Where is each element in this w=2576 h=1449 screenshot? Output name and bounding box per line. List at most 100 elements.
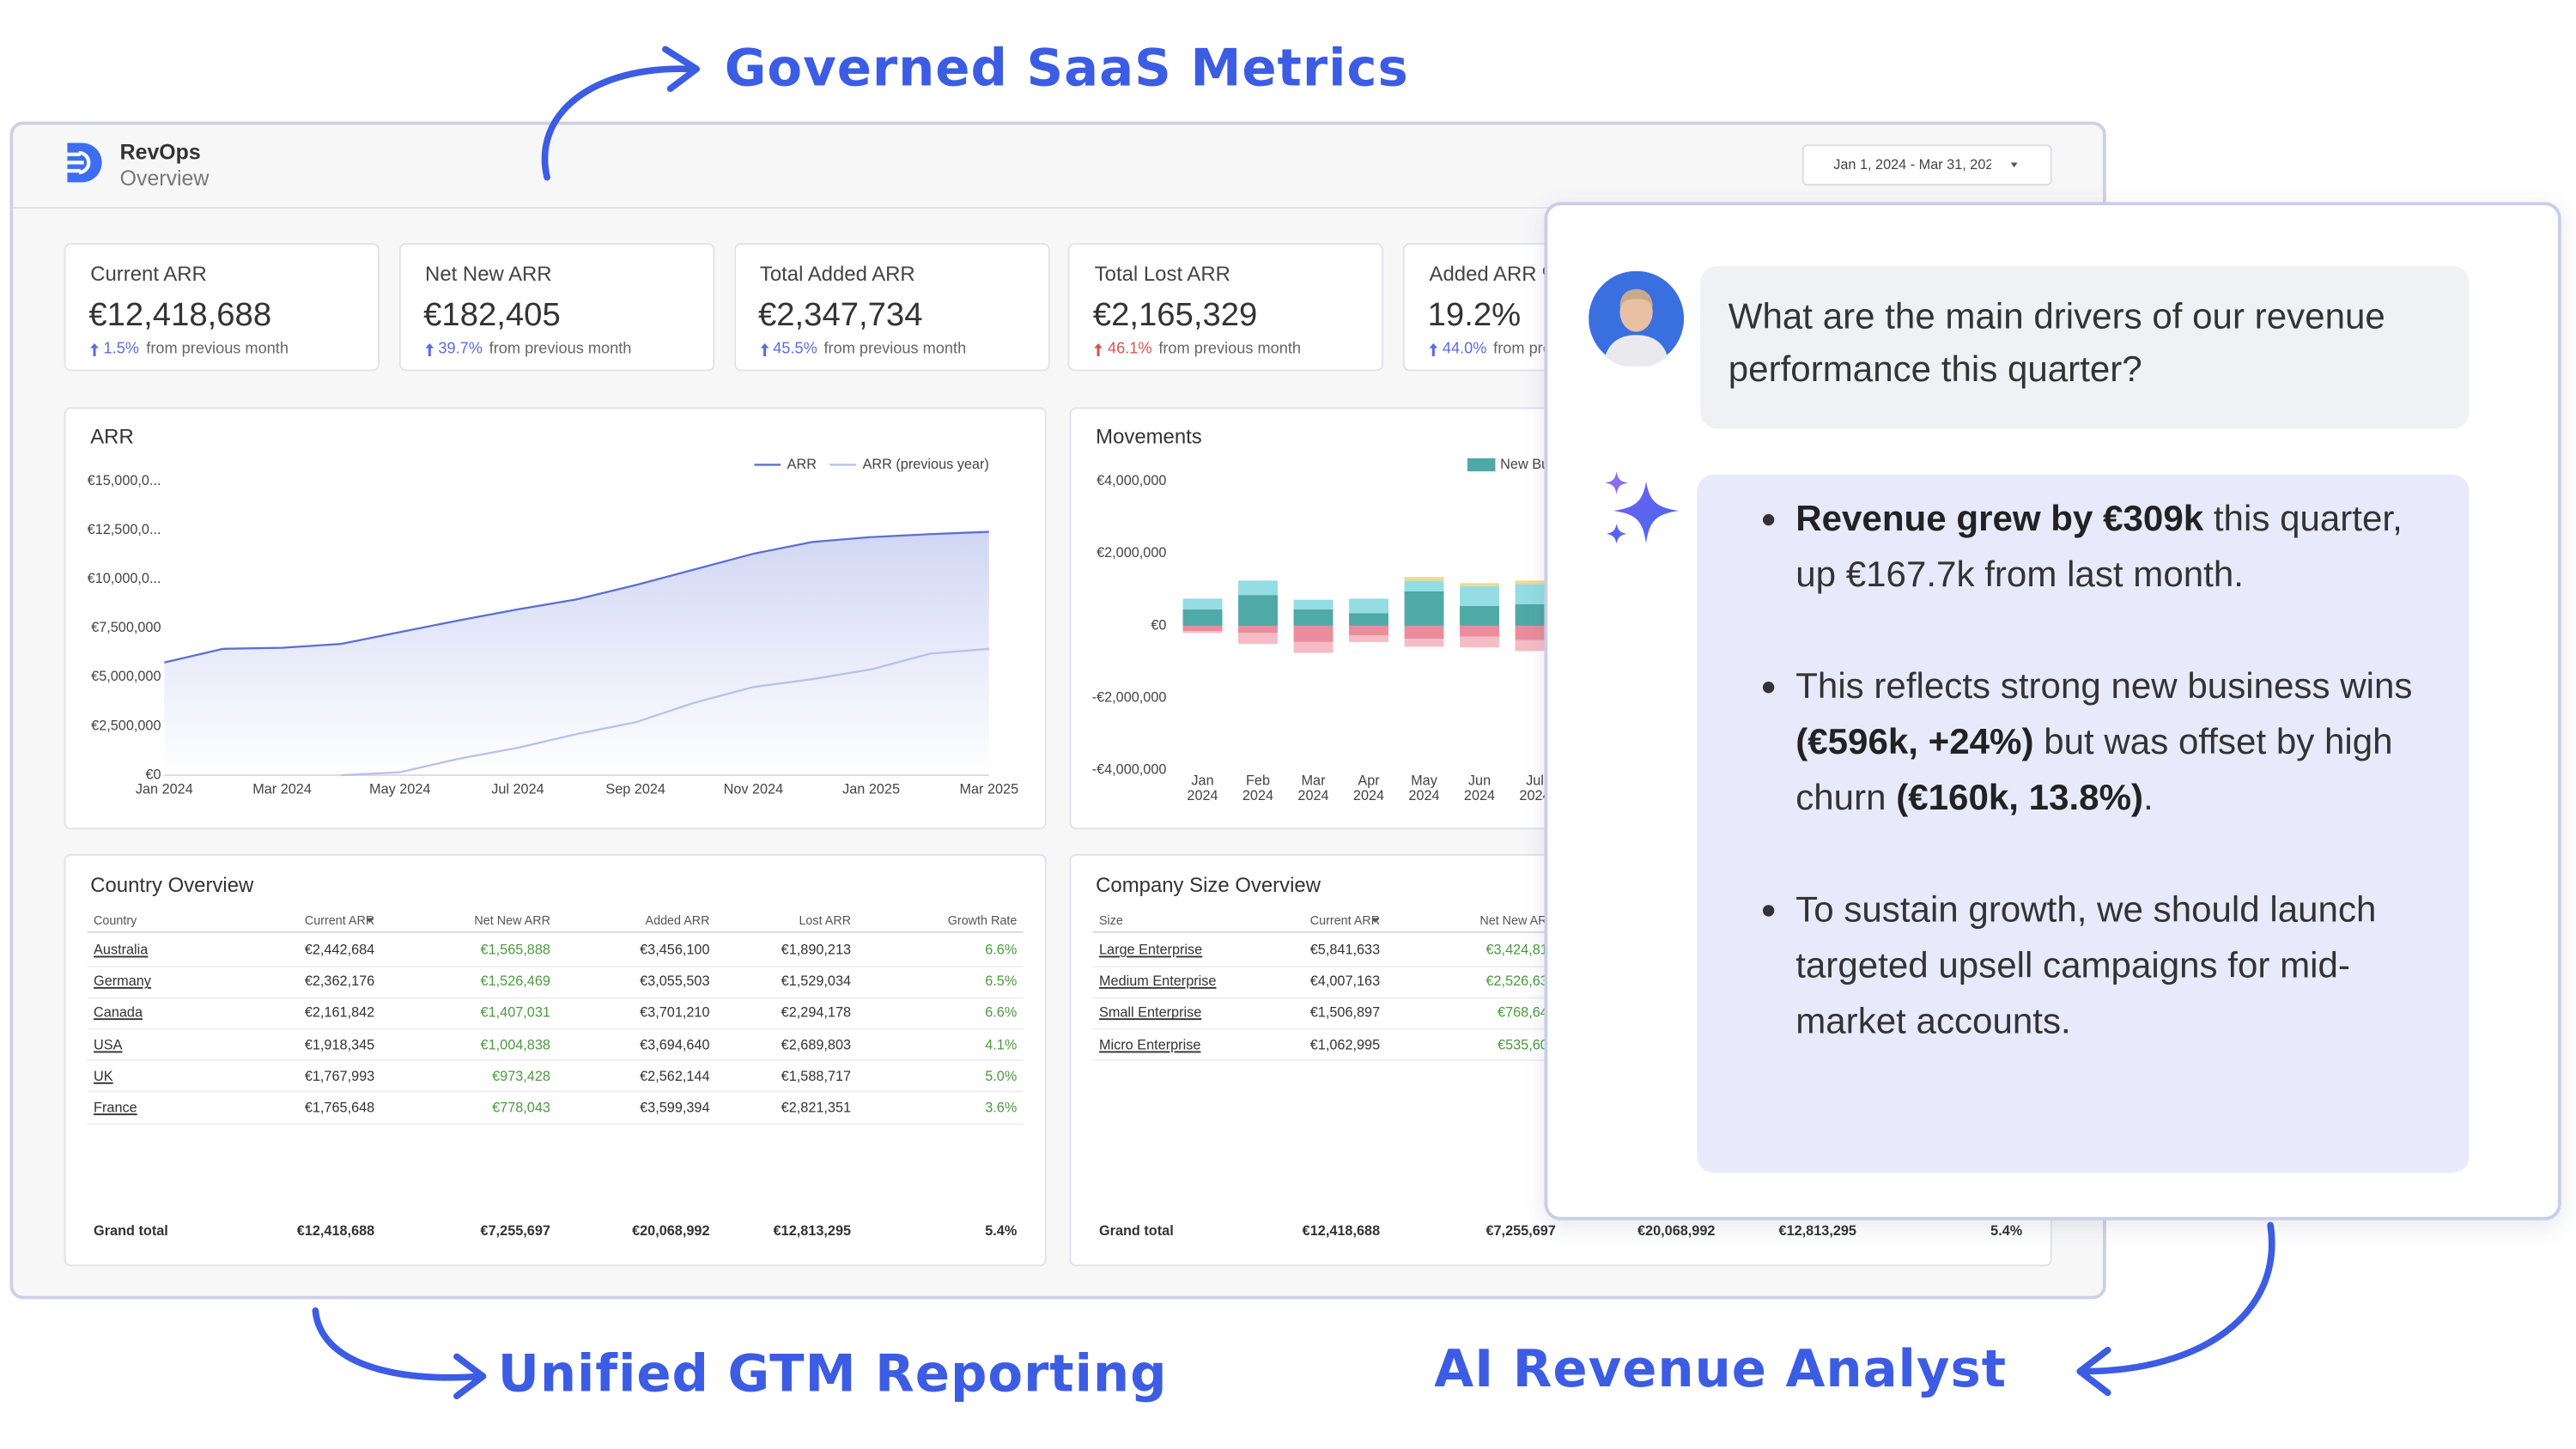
table-rule <box>87 996 1024 998</box>
column-header[interactable]: Current ARR <box>1309 912 1381 928</box>
sort-icon <box>366 918 374 924</box>
x-tick-label: Mar 2024 <box>1297 772 1329 803</box>
bar-segment <box>1404 591 1444 626</box>
kpi-change: 44.0% <box>1442 340 1487 359</box>
kpi-card: Current ARR €12,418,688 1.5% from previous … <box>64 243 380 372</box>
bar-segment <box>1238 625 1278 634</box>
table-cell: €4,007,163 <box>1309 973 1381 990</box>
table-cell: €1,565,888 <box>480 941 550 958</box>
y-tick-label: €5,000,000 <box>91 669 161 684</box>
annotation: Unified GTM Reporting <box>497 1344 1168 1404</box>
table-cell: 6.5% <box>985 973 1018 990</box>
table-rule <box>87 965 1024 967</box>
bar-segment <box>1349 625 1388 636</box>
table-cell: €3,424,812 <box>1485 941 1556 958</box>
bar-segment <box>1349 598 1388 614</box>
row-link[interactable]: UK <box>94 1067 113 1084</box>
kpi-card: Net New ARR €182,405 39.7% from previous mo… <box>398 243 714 372</box>
total-cell: Grand total <box>94 1222 168 1239</box>
page-name: Overview <box>119 166 210 191</box>
answer-text: Revenue grew by €309k <box>1795 497 2204 539</box>
row-link[interactable]: Medium Enterprise <box>1098 973 1217 990</box>
total-cell: 5.4% <box>1990 1222 2023 1239</box>
total-cell: €20,068,992 <box>632 1222 710 1239</box>
total-cell: €7,255,697 <box>480 1222 550 1239</box>
bar-segment <box>1293 625 1334 642</box>
trend-arrow <box>425 343 434 357</box>
column-header: Net New ARR <box>1479 912 1556 928</box>
table-cell: €768,645 <box>1498 1003 1556 1021</box>
table-cell: 6.6% <box>985 1003 1018 1021</box>
x-tick-label: Mar 2024 <box>252 782 312 797</box>
trend-icon <box>759 343 769 357</box>
table-cell: 6.6% <box>985 941 1018 958</box>
table-cell: €973,428 <box>492 1067 550 1084</box>
bar-segment <box>1238 595 1278 626</box>
bar-segment <box>1182 609 1223 626</box>
row-link[interactable]: Canada <box>94 1003 143 1021</box>
table-cell: €2,161,842 <box>304 1003 375 1021</box>
question-text: What are the main drivers of our revenue… <box>1728 295 2385 390</box>
row-link[interactable]: Large Enterprise <box>1098 941 1203 958</box>
question-bubble: What are the main drivers of our revenue… <box>1700 265 2470 429</box>
y-tick-label: €2,000,000 <box>1097 545 1166 561</box>
bullet-list: Revenue grew by €309k this quarter, up €… <box>1697 475 2469 1050</box>
bar-segment <box>1460 625 1499 637</box>
table-cell: €1,890,213 <box>781 941 852 958</box>
kpi-note: from previous month <box>489 340 632 359</box>
table-cell: €2,442,684 <box>304 941 375 958</box>
y-tick-label: €0 <box>145 767 161 782</box>
table-cell: €3,456,100 <box>640 941 710 958</box>
table-cell: €2,821,351 <box>781 1098 852 1116</box>
table-rule <box>87 1059 1024 1062</box>
table-cell: €2,294,178 <box>781 1003 852 1021</box>
bar-segment <box>1182 625 1223 632</box>
kpi-label: Total Added ARR <box>759 263 915 286</box>
row-link[interactable]: Australia <box>94 941 149 958</box>
table-cell: €1,004,838 <box>480 1035 550 1052</box>
bar-segment <box>1293 599 1334 610</box>
total-cell: €12,418,688 <box>296 1222 375 1239</box>
bar-segment <box>1238 580 1278 596</box>
table-cell: €3,055,503 <box>640 973 710 990</box>
column-header: Net New ARR <box>474 912 550 928</box>
table-title: Country Overview <box>90 873 254 897</box>
table-cell: €2,362,176 <box>304 973 375 990</box>
column-header[interactable]: Current ARR <box>304 912 375 928</box>
chart-title: Movements <box>1096 425 1202 449</box>
table-cell: €1,506,897 <box>1309 1003 1381 1021</box>
legend-swatch <box>1467 458 1496 472</box>
kpi-label: Added ARR % <box>1429 263 1561 286</box>
bar-segment <box>1238 633 1278 645</box>
row-link[interactable]: Germany <box>94 973 151 990</box>
kpi-value: 19.2% <box>1427 297 1522 334</box>
table-cell: €5,841,633 <box>1309 941 1381 958</box>
row-link[interactable]: France <box>94 1098 137 1116</box>
column-header: Growth Rate <box>947 912 1018 928</box>
date-picker[interactable]: Jan 1, 2024 - Mar 31, 2025 <box>1801 144 2052 186</box>
table-cell: €1,062,995 <box>1309 1035 1381 1052</box>
answer-box: Revenue grew by €309k this quarter, up €… <box>1697 474 2470 1173</box>
line <box>164 530 989 664</box>
row-link[interactable]: USA <box>94 1035 123 1052</box>
bar-segment <box>1349 613 1388 626</box>
table-cell: €3,694,640 <box>640 1035 710 1052</box>
table-title: Company Size Overview <box>1096 873 1321 897</box>
kpi-change: 45.5% <box>773 340 817 359</box>
table-cell: 3.6% <box>985 1098 1018 1116</box>
table-cell: €1,918,345 <box>304 1035 375 1052</box>
user-avatar <box>1589 270 1685 367</box>
trend-icon <box>90 343 99 357</box>
bar-segment <box>1404 580 1444 591</box>
total-cell: €20,068,992 <box>1637 1222 1716 1239</box>
table-cell: €3,599,394 <box>640 1098 710 1116</box>
row-link[interactable]: Micro Enterprise <box>1098 1035 1201 1052</box>
x-tick-label: Feb 2024 <box>1242 772 1274 803</box>
annotation: AI Revenue Analyst <box>1434 1340 2008 1400</box>
y-tick-label: €2,500,000 <box>91 718 161 733</box>
x-tick-label: Sep 2024 <box>605 782 665 797</box>
total-cell: €12,418,688 <box>1302 1222 1381 1239</box>
row-link[interactable]: Small Enterprise <box>1098 1003 1202 1021</box>
chart-title: ARR <box>90 425 134 449</box>
